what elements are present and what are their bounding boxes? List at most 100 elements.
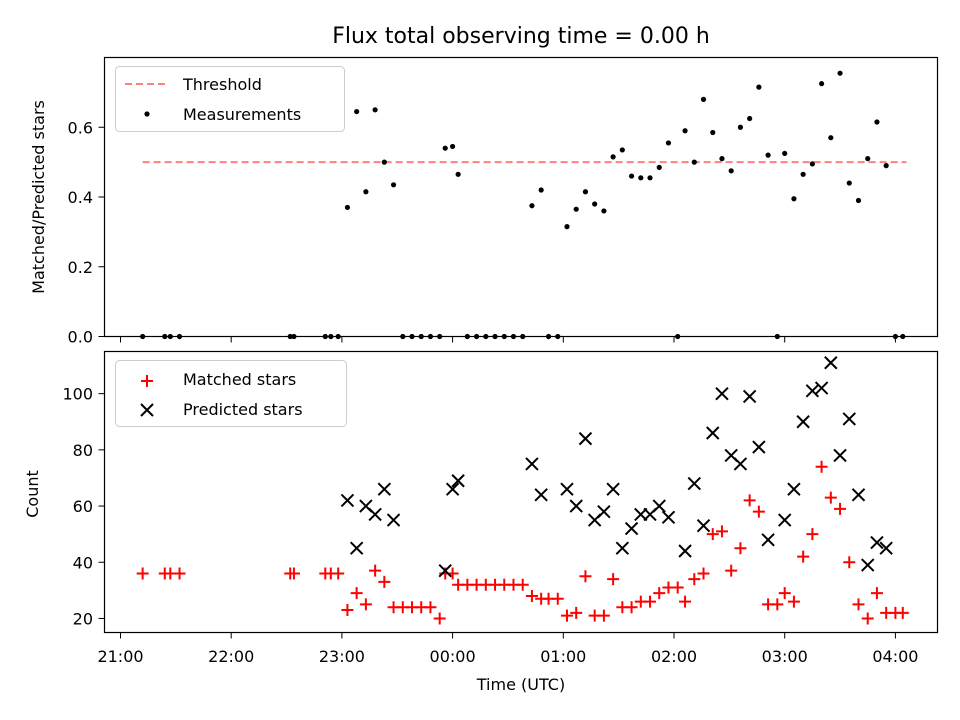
predicted-star-point xyxy=(733,457,748,471)
bottom-x-tick-label: 01:00 xyxy=(540,647,586,666)
bottom-plot-frame xyxy=(103,350,939,634)
bottom-x-tick-label: 00:00 xyxy=(430,647,476,666)
predicted-star-point xyxy=(597,504,611,519)
matched-star-point xyxy=(679,595,692,608)
predicted-star-point xyxy=(777,513,792,527)
predicted-star-point xyxy=(569,499,583,513)
measurement-point xyxy=(719,156,725,162)
legend-measurements-label: Measurements xyxy=(183,105,301,124)
predicted-star-point xyxy=(796,415,810,429)
bottom-plot-marks xyxy=(136,356,909,625)
matched-star-point xyxy=(136,567,149,580)
top-plot-marks xyxy=(140,70,907,340)
measurement-point xyxy=(647,175,653,181)
predicted-star-point xyxy=(761,533,775,547)
measurement-point xyxy=(592,201,598,207)
predicted-star-point xyxy=(438,563,452,578)
matched-star-point xyxy=(607,573,620,586)
predicted-star-point xyxy=(661,510,676,524)
matched-star-point xyxy=(516,578,529,591)
predicted-star-point xyxy=(824,356,838,370)
predicted-star-point xyxy=(742,389,757,404)
top-x-axis xyxy=(120,336,896,343)
matched-star-point xyxy=(625,601,638,614)
measurement-point xyxy=(564,224,570,230)
matched-star-point xyxy=(725,564,738,577)
matched-star-point xyxy=(771,598,784,611)
matched-star-point xyxy=(350,587,363,600)
top-panel: 0.0 0.2 0.4 0.6 Matched/Predicted stars Thr… xyxy=(29,56,939,347)
bottom-x-tick-label: 21:00 xyxy=(97,647,143,666)
predicted-star-point xyxy=(534,488,548,502)
legend-matched-label: Matched stars xyxy=(183,370,296,389)
matched-star-point xyxy=(688,573,701,586)
matched-star-point xyxy=(671,581,684,594)
predicted-star-point xyxy=(615,541,630,555)
matched-star-point xyxy=(843,556,856,569)
matched-star-point xyxy=(560,609,573,622)
bottom-x-tick-label: 22:00 xyxy=(208,647,254,666)
bottom-y-tick-label: 20 xyxy=(73,609,93,628)
predicted-star-point xyxy=(678,544,692,558)
chart-title: Flux total observing time = 0.00 h xyxy=(332,24,710,49)
top-legend: Threshold Measurements xyxy=(115,66,345,132)
matched-star-point xyxy=(861,612,874,625)
matched-star-point xyxy=(579,570,592,583)
predicted-star-point xyxy=(525,457,539,471)
bottom-panel: 20 40 60 80 100 21:00 22:00 23:00 00:00 01:00 02:… xyxy=(23,350,939,694)
predicted-star-point xyxy=(687,476,702,491)
measurement-point xyxy=(450,143,456,150)
measurement-point xyxy=(682,128,688,134)
measurement-point xyxy=(619,147,625,153)
measurement-point xyxy=(390,182,397,188)
predicted-star-point xyxy=(578,431,593,446)
measurement-point xyxy=(819,81,825,87)
matched-star-point xyxy=(378,575,391,588)
legend-predicted-label: Predicted stars xyxy=(183,400,303,419)
predicted-star-point xyxy=(706,426,720,440)
bottom-x-axis: 21:00 22:00 23:00 00:00 01:00 02:00 03:00 04:00 xyxy=(97,632,918,666)
bottom-legend: Matched stars Predicted stars xyxy=(115,360,347,427)
matched-star-point xyxy=(824,491,837,504)
predicted-star-point xyxy=(752,440,766,454)
predicted-star-point xyxy=(833,448,847,463)
measurement-point xyxy=(372,107,378,113)
legend-measurements-swatch xyxy=(144,111,150,117)
matched-star-point xyxy=(653,587,666,600)
predicted-star-point xyxy=(805,384,820,398)
matched-star-point xyxy=(570,606,583,619)
measurement-point xyxy=(529,203,535,209)
measurement-point xyxy=(381,159,387,165)
top-y-tick-label: 0.6 xyxy=(68,118,93,137)
predicted-star-point xyxy=(787,482,801,496)
measurement-point xyxy=(691,159,697,165)
matched-star-point xyxy=(734,542,747,555)
predicted-star-point xyxy=(879,541,893,555)
measurement-point xyxy=(354,108,360,115)
measurement-point xyxy=(601,208,607,214)
predicted-star-point xyxy=(715,386,729,401)
predicted-star-point xyxy=(560,482,574,496)
legend-matched-swatch xyxy=(141,375,153,387)
matched-star-point xyxy=(834,502,847,515)
predicted-star-point xyxy=(340,493,355,508)
measurement-point xyxy=(665,140,672,146)
measurement-point xyxy=(573,206,579,212)
top-y-tick-label: 0.4 xyxy=(68,188,93,207)
measurement-point xyxy=(747,115,753,122)
predicted-star-point xyxy=(851,488,866,502)
predicted-star-point xyxy=(696,519,711,533)
measurement-point xyxy=(344,204,351,211)
matched-star-point xyxy=(525,589,538,602)
bottom-y-axis: 20 40 60 80 100 xyxy=(62,385,105,628)
measurement-point xyxy=(828,135,834,141)
matched-star-point xyxy=(359,598,372,611)
predicted-star-point xyxy=(652,499,666,513)
measurement-point xyxy=(710,129,716,136)
measurement-point xyxy=(846,180,852,186)
predicted-star-point xyxy=(606,482,620,496)
measurement-point xyxy=(700,96,707,102)
measurement-point xyxy=(800,171,806,177)
matched-star-point xyxy=(778,587,791,600)
bottom-x-tick-label: 04:00 xyxy=(872,647,918,666)
